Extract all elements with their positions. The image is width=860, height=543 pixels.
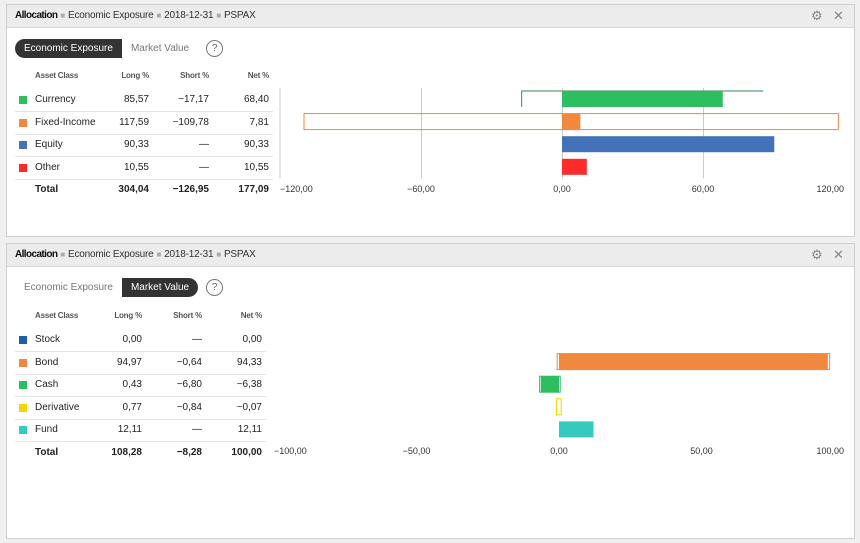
asset-class-label: Derivative <box>35 401 80 413</box>
net-value: 90,33 <box>243 139 269 151</box>
color-swatch <box>19 358 27 367</box>
toggle-economic-exposure[interactable]: Economic Exposure <box>24 282 113 293</box>
long-value: 10,55 <box>123 161 149 173</box>
col-header-long: Long % <box>114 311 142 320</box>
asset-class-label: Fixed-Income <box>35 116 96 128</box>
color-swatch <box>19 96 27 104</box>
table-row: Stock 0,00 — 0,00 <box>15 329 266 352</box>
panel-header: Allocation ■ Economic Exposure ■ 2018-12-31 ■… <box>7 244 854 267</box>
short-value: −0,84 <box>176 401 202 413</box>
view-toggle: Economic Exposure Market Value? <box>15 278 224 297</box>
settings-gear-icon[interactable]: ⚙ <box>811 247 823 262</box>
net-value: 0,00 <box>242 334 262 345</box>
total-row: Total 108,28 −8,28 100,00 <box>15 442 266 464</box>
short-value: −0,64 <box>176 356 202 368</box>
short-value: −8,28 <box>176 447 202 458</box>
asset-class-label: Fund <box>35 424 58 436</box>
close-icon[interactable]: ✕ <box>833 247 844 262</box>
color-swatch <box>19 118 27 127</box>
breadcrumb-ticker: PSPAX <box>223 249 256 260</box>
allocation-panel: Allocation ■ Economic Exposure ■ 2018-12-31 ■… <box>6 4 855 237</box>
table-row: Derivative 0,77 −0,84 −0,07 <box>15 397 266 420</box>
breadcrumb: Allocation ■ Economic Exposure ■ 2018-12-31 ■… <box>15 10 256 21</box>
long-value: 0,00 <box>122 334 142 345</box>
toggle-market-value[interactable]: Market Value <box>121 278 199 297</box>
panel-header: Allocation ■ Economic Exposure ■ 2018-12-31 ■… <box>7 5 854 28</box>
net-value: 68,40 <box>243 94 269 105</box>
net-value: 12,11 <box>237 424 262 436</box>
short-value: −17,17 <box>178 94 209 105</box>
long-value: 12,11 <box>117 424 142 436</box>
short-value: — <box>192 424 202 436</box>
asset-class-label: Total <box>35 447 59 458</box>
short-value: — <box>199 139 209 151</box>
col-header-asset-class: Asset Class <box>35 71 79 80</box>
net-value: 10,55 <box>243 161 269 173</box>
asset-class-label: Total <box>35 184 59 196</box>
long-value: 117,59 <box>119 116 149 128</box>
help-icon[interactable]: ? <box>206 40 224 57</box>
color-swatch <box>19 381 27 390</box>
asset-class-label: Equity <box>35 139 63 151</box>
toggle-economic-exposure[interactable]: Economic Exposure <box>15 39 122 58</box>
table-row: Fixed-Income 117,59 −109,78 7,81 <box>15 112 273 135</box>
breadcrumb-date: 2018-12-31 <box>164 10 214 21</box>
short-value: — <box>192 334 202 345</box>
col-header-asset-class: Asset Class <box>35 311 79 320</box>
breadcrumb-view: Economic Exposure <box>67 249 154 260</box>
view-toggle: Economic Exposure Market Value? <box>15 39 224 58</box>
color-swatch <box>19 426 27 435</box>
asset-class-label: Other <box>35 161 61 173</box>
net-value: 177,09 <box>238 184 269 196</box>
panel-title: Allocation <box>15 10 58 21</box>
breadcrumb-view: Economic Exposure <box>67 10 154 21</box>
allocation-panel: Allocation ■ Economic Exposure ■ 2018-12-31 ■… <box>6 243 855 539</box>
breadcrumb-ticker: PSPAX <box>223 10 256 21</box>
col-header-net: Net % <box>247 71 269 80</box>
net-value: −0,07 <box>236 401 262 413</box>
short-value: — <box>199 161 209 173</box>
short-value: −126,95 <box>172 184 209 196</box>
asset-class-label: Bond <box>35 356 59 368</box>
breadcrumb: Allocation ■ Economic Exposure ■ 2018-12-31 ■… <box>15 249 256 260</box>
table-row: Cash 0,43 −6,80 −6,38 <box>15 374 266 398</box>
color-swatch <box>19 403 27 412</box>
color-swatch <box>19 141 27 150</box>
col-header-net: Net % <box>240 311 262 320</box>
short-value: −109,78 <box>172 116 209 128</box>
net-value: 7,81 <box>249 116 269 128</box>
net-value: −6,38 <box>236 379 262 391</box>
color-swatch <box>19 336 27 344</box>
asset-class-label: Cash <box>35 379 59 391</box>
total-row: Total 304,04 −126,95 177,09 <box>15 179 273 201</box>
table-row: Equity 90,33 — 90,33 <box>15 134 273 158</box>
long-value: 94,97 <box>116 356 142 368</box>
asset-class-label: Currency <box>35 94 76 105</box>
long-value: 304,04 <box>118 184 149 196</box>
close-icon[interactable]: ✕ <box>833 8 844 23</box>
table-row: Other 10,55 — 10,55 <box>15 157 273 180</box>
settings-gear-icon[interactable]: ⚙ <box>811 8 823 23</box>
long-value: 85,57 <box>123 94 149 105</box>
asset-class-label: Stock <box>35 334 61 345</box>
col-header-long: Long % <box>121 71 149 80</box>
panel-title: Allocation <box>15 249 58 260</box>
col-header-short: Short % <box>180 71 209 80</box>
table-row: Fund 12,11 — 12,11 <box>15 419 266 443</box>
color-swatch <box>19 163 27 172</box>
long-value: 90,33 <box>123 139 149 151</box>
long-value: 108,28 <box>111 447 142 458</box>
net-value: 100,00 <box>231 447 262 458</box>
long-value: 0,43 <box>122 379 142 391</box>
short-value: −6,80 <box>176 379 202 391</box>
breadcrumb-date: 2018-12-31 <box>164 249 214 260</box>
long-value: 0,77 <box>122 401 142 413</box>
col-header-short: Short % <box>173 311 202 320</box>
toggle-market-value[interactable]: Market Value <box>130 43 190 54</box>
net-value: 94,33 <box>236 356 262 368</box>
help-icon[interactable]: ? <box>206 279 224 296</box>
table-row: Currency 85,57 −17,17 68,40 <box>15 89 273 112</box>
table-row: Bond 94,97 −0,64 94,33 <box>15 352 266 375</box>
